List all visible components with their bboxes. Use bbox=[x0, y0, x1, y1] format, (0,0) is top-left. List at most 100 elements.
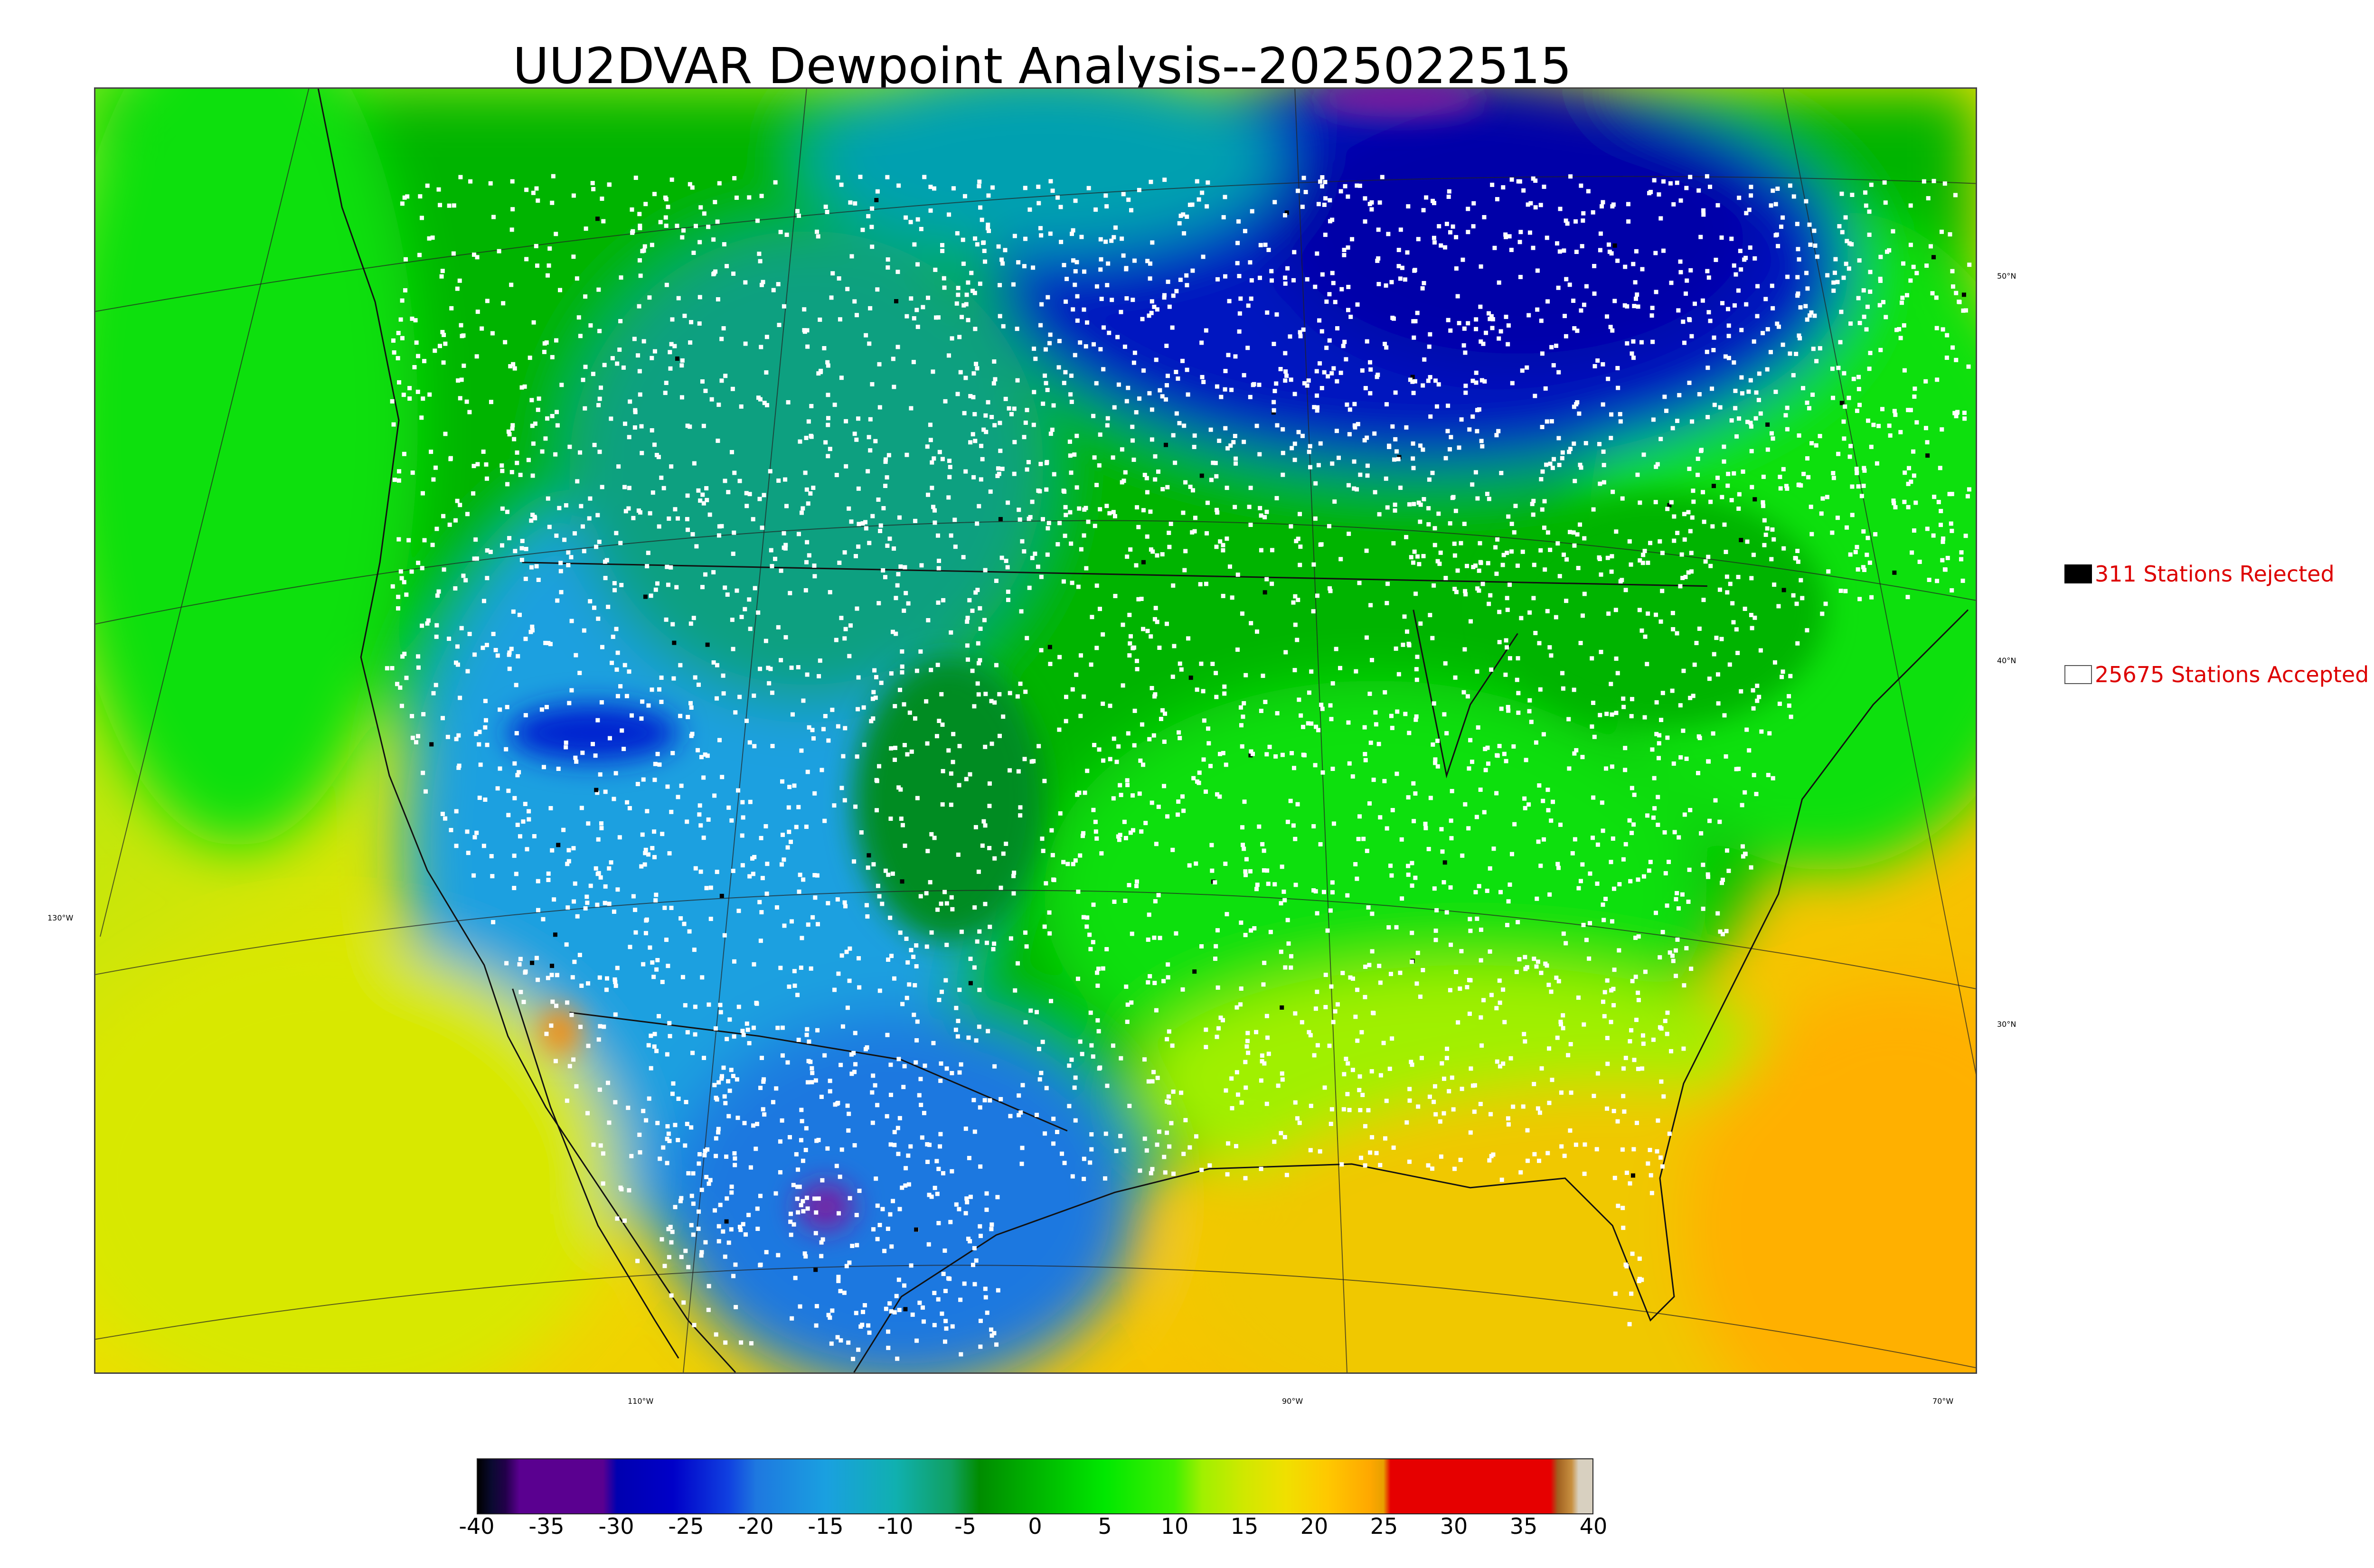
station-accepted bbox=[915, 1019, 920, 1024]
station-accepted bbox=[1630, 1251, 1635, 1256]
station-accepted bbox=[1509, 852, 1514, 856]
station-accepted bbox=[1648, 1147, 1652, 1152]
station-accepted bbox=[967, 1155, 971, 1160]
station-accepted bbox=[1498, 890, 1503, 894]
station-accepted bbox=[1242, 701, 1246, 705]
station-accepted bbox=[1318, 179, 1323, 184]
station-accepted bbox=[776, 625, 781, 629]
station-accepted bbox=[1196, 780, 1201, 785]
station-accepted bbox=[1495, 537, 1500, 542]
station-accepted bbox=[1124, 267, 1129, 272]
station-accepted bbox=[1706, 554, 1711, 559]
station-accepted bbox=[848, 200, 853, 205]
station-accepted bbox=[1061, 860, 1066, 864]
station-accepted bbox=[536, 879, 540, 883]
station-accepted bbox=[604, 987, 609, 992]
station-accepted bbox=[1003, 396, 1008, 401]
station-accepted bbox=[970, 668, 975, 673]
station-accepted bbox=[1240, 611, 1244, 616]
station-accepted bbox=[913, 518, 918, 523]
station-accepted bbox=[830, 271, 835, 276]
station-accepted bbox=[1067, 1104, 1072, 1108]
station-accepted bbox=[685, 493, 690, 498]
station-accepted bbox=[1708, 319, 1713, 323]
station-accepted bbox=[809, 404, 814, 408]
station-accepted bbox=[421, 396, 425, 401]
station-accepted bbox=[1751, 688, 1755, 693]
station-accepted bbox=[770, 564, 774, 569]
station-accepted bbox=[978, 1344, 983, 1349]
station-accepted bbox=[1031, 759, 1036, 763]
station-accepted bbox=[999, 257, 1004, 262]
station-accepted bbox=[1808, 242, 1813, 247]
station-accepted bbox=[1648, 541, 1653, 545]
station-accepted bbox=[1296, 430, 1301, 434]
station-accepted bbox=[640, 451, 644, 455]
station-accepted bbox=[1567, 282, 1572, 287]
station-accepted bbox=[1292, 458, 1297, 462]
station-accepted bbox=[1343, 184, 1347, 188]
station-accepted bbox=[1540, 469, 1545, 474]
station-accepted bbox=[1806, 475, 1811, 479]
station-accepted bbox=[1111, 510, 1116, 515]
station-accepted bbox=[1395, 709, 1400, 714]
station-accepted bbox=[713, 200, 717, 205]
station-accepted bbox=[1376, 256, 1381, 261]
station-accepted bbox=[659, 676, 664, 680]
station-accepted bbox=[1950, 492, 1954, 497]
station-accepted bbox=[731, 1274, 736, 1278]
station-accepted bbox=[484, 476, 489, 481]
station-accepted bbox=[1437, 562, 1442, 566]
station-accepted bbox=[998, 421, 1002, 425]
station-accepted bbox=[1505, 608, 1510, 612]
station-accepted bbox=[826, 423, 830, 427]
station-accepted bbox=[1388, 972, 1393, 976]
station-accepted bbox=[478, 762, 483, 767]
station-accepted bbox=[853, 1031, 857, 1035]
station-accepted bbox=[1023, 1020, 1028, 1024]
station-accepted bbox=[724, 1155, 729, 1159]
station-accepted bbox=[813, 895, 818, 900]
station-accepted bbox=[439, 274, 444, 279]
station-accepted bbox=[1861, 529, 1866, 534]
station-accepted bbox=[398, 317, 403, 322]
station-accepted bbox=[749, 1341, 754, 1346]
station-accepted bbox=[397, 380, 402, 385]
station-accepted bbox=[1084, 566, 1089, 571]
station-accepted bbox=[1682, 512, 1686, 516]
station-accepted bbox=[452, 203, 456, 208]
station-accepted bbox=[1868, 351, 1873, 356]
station-accepted bbox=[924, 699, 929, 704]
station-accepted bbox=[1716, 701, 1721, 706]
station-accepted bbox=[893, 704, 897, 709]
station-accepted bbox=[1576, 566, 1581, 571]
station-accepted bbox=[1539, 477, 1544, 481]
station-accepted bbox=[754, 1146, 758, 1151]
station-accepted bbox=[1539, 319, 1544, 323]
station-accepted bbox=[1587, 956, 1592, 961]
station-accepted bbox=[600, 485, 604, 489]
station-accepted bbox=[1432, 235, 1436, 240]
station-accepted bbox=[1049, 999, 1054, 1004]
station-accepted bbox=[1830, 366, 1835, 371]
atlantic-warm-region bbox=[1684, 988, 1976, 1372]
station-accepted bbox=[1038, 226, 1043, 231]
station-accepted bbox=[888, 1212, 893, 1217]
station-accepted bbox=[1857, 403, 1862, 407]
station-accepted bbox=[1094, 836, 1099, 841]
station-accepted bbox=[1082, 694, 1086, 699]
station-accepted bbox=[698, 498, 703, 503]
station-accepted bbox=[1378, 815, 1383, 820]
station-accepted bbox=[1699, 449, 1704, 453]
station-accepted bbox=[591, 372, 595, 376]
station-accepted bbox=[1098, 432, 1102, 437]
station-accepted bbox=[1091, 902, 1096, 907]
station-accepted bbox=[1020, 1145, 1025, 1150]
station-accepted bbox=[1260, 842, 1265, 846]
station-accepted bbox=[714, 1136, 718, 1141]
station-accepted bbox=[689, 1125, 694, 1130]
station-accepted bbox=[758, 1086, 763, 1090]
station-accepted bbox=[1848, 552, 1853, 557]
dewpoint-map[interactable] bbox=[94, 87, 1977, 1374]
station-accepted bbox=[868, 306, 873, 310]
